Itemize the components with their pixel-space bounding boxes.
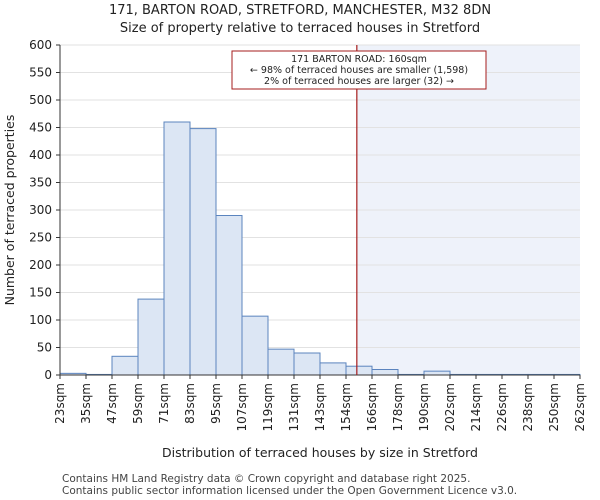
histogram-bar [345,365,373,376]
histogram-bar [163,121,191,376]
y-axis-title: Number of terraced properties [2,115,17,306]
annotation-line: 2% of terraced houses are larger (32) → [264,76,454,87]
x-tick-label: 262sqm [573,383,587,431]
y-tick-label: 500 [29,93,52,107]
x-tick-label: 250sqm [547,383,561,431]
y-tick-label: 250 [29,231,52,245]
y-tick-label: 300 [29,203,52,217]
x-tick-label: 238sqm [521,383,535,431]
x-tick-label: 107sqm [235,383,249,431]
annotation-line: ← 98% of terraced houses are smaller (1,… [250,65,468,76]
y-tick-label: 400 [29,148,52,162]
histogram-bar [267,348,295,376]
x-tick-label: 202sqm [443,383,457,431]
chart-title: 171, BARTON ROAD, STRETFORD, MANCHESTER,… [108,3,492,18]
x-tick-label: 154sqm [339,383,353,431]
x-tick-label: 131sqm [287,383,301,431]
x-tick-label: 143sqm [313,383,327,431]
x-tick-label: 166sqm [365,383,379,431]
x-tick-label: 35sqm [79,383,93,424]
x-tick-label: 83sqm [183,383,197,424]
x-tick-label: 23sqm [53,383,67,424]
footer-licence: Contains public sector information licen… [62,485,518,497]
chart-subtitle: Size of property relative to terraced ho… [119,21,481,36]
histogram-bar [293,352,321,376]
y-tick-label: 550 [29,66,52,80]
x-tick-label: 178sqm [391,383,405,431]
histogram-bar [189,128,217,376]
y-tick-label: 200 [29,258,52,272]
y-tick-label: 350 [29,176,52,190]
x-tick-label: 119sqm [261,383,275,431]
y-tick-label: 50 [37,341,52,355]
y-tick-label: 0 [44,368,52,382]
y-tick-label: 450 [29,121,52,135]
histogram-bar [215,215,243,376]
histogram-bar [241,315,269,376]
histogram-bar [111,355,139,376]
x-axis-title: Distribution of terraced houses by size … [162,445,478,460]
y-tick-label: 100 [29,313,52,327]
x-tick-label: 214sqm [469,383,483,431]
x-tick-label: 59sqm [131,383,145,424]
y-tick-label: 600 [29,38,52,52]
x-tick-label: 71sqm [157,383,171,424]
x-tick-label: 95sqm [209,383,223,424]
histogram-bar [423,370,451,376]
y-tick-label: 150 [29,286,52,300]
annotation-line: 171 BARTON ROAD: 160sqm [291,54,427,65]
annotation-box [231,50,487,90]
histogram-bar [137,298,165,376]
histogram-bar [319,362,347,376]
x-tick-label: 190sqm [417,383,431,431]
x-tick-label: 226sqm [495,383,509,431]
footer-copyright: Contains HM Land Registry data © Crown c… [62,473,471,485]
histogram-bar [371,369,399,376]
x-tick-label: 47sqm [105,383,119,424]
